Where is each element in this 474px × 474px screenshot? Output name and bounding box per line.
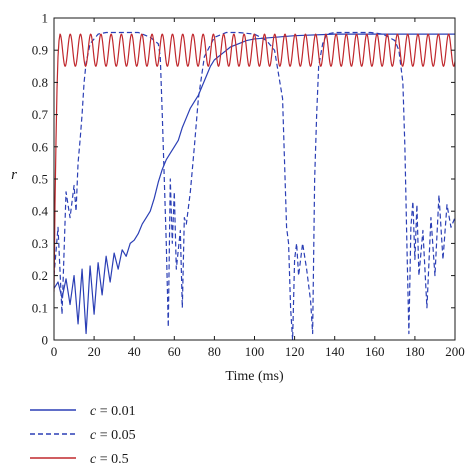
plot-area bbox=[54, 31, 455, 340]
y-tick-label: 0 bbox=[42, 333, 49, 348]
y-tick-label: 0.4 bbox=[32, 204, 49, 219]
axes: 0 20 40 60 80 100 120 140 160 180 200 0 0.1 0.2 0.3 0.4… bbox=[11, 11, 465, 385]
x-tick-label: 20 bbox=[88, 344, 101, 359]
y-tick-label: 1 bbox=[42, 11, 49, 26]
y-tick-label: 0.2 bbox=[32, 268, 48, 283]
legend-label-0: c = 0.01 bbox=[90, 404, 136, 419]
legend-value-0: = 0.01 bbox=[96, 404, 135, 419]
x-tick-label: 160 bbox=[365, 344, 385, 359]
x-tick-label: 180 bbox=[405, 344, 425, 359]
legend-value-1: = 0.05 bbox=[96, 428, 135, 443]
series-line-0 bbox=[54, 33, 455, 335]
y-tick-label: 0.3 bbox=[32, 236, 48, 251]
plot-frame bbox=[53, 17, 456, 341]
y-tick-label: 0.7 bbox=[32, 107, 49, 122]
legend-label-1: c = 0.05 bbox=[90, 428, 136, 443]
legend-var-0: c bbox=[90, 404, 97, 419]
legend-var-1: c bbox=[90, 428, 97, 443]
series-group bbox=[54, 31, 455, 340]
x-tick-label: 100 bbox=[245, 344, 265, 359]
y-tick-label: 0.9 bbox=[32, 43, 48, 58]
legend: c = 0.01c = 0.05c = 0.5 bbox=[30, 404, 136, 467]
x-tick-label: 80 bbox=[208, 344, 221, 359]
x-tick-label: 140 bbox=[325, 344, 345, 359]
y-axis-label: r bbox=[11, 167, 17, 183]
x-tick-label: 40 bbox=[128, 344, 141, 359]
legend-var-2: c bbox=[90, 452, 97, 467]
series-line-1 bbox=[54, 31, 455, 340]
y-tick-label: 0.1 bbox=[32, 300, 48, 315]
y-tick-label: 0.6 bbox=[32, 139, 49, 154]
legend-label-2: c = 0.5 bbox=[90, 452, 129, 467]
x-tick-label: 120 bbox=[285, 344, 305, 359]
x-tick-label: 0 bbox=[51, 344, 58, 359]
x-tick-label: 200 bbox=[445, 344, 465, 359]
series-line-2 bbox=[54, 33, 455, 292]
x-axis-label: Time (ms) bbox=[225, 369, 284, 384]
x-tick-label: 60 bbox=[168, 344, 181, 359]
y-tick-label: 0.5 bbox=[32, 172, 48, 187]
legend-value-2: = 0.5 bbox=[96, 452, 128, 467]
y-tick-label: 0.8 bbox=[32, 75, 48, 90]
